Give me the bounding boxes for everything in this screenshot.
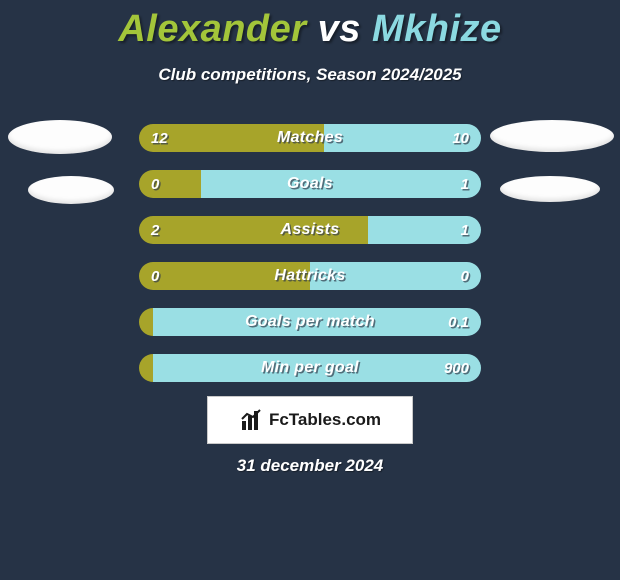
comparison-title: Alexander vs Mkhize [0, 0, 620, 51]
placeholder-oval [490, 120, 614, 152]
stat-value-right: 0.1 [448, 308, 469, 336]
stat-value-right: 10 [452, 124, 469, 152]
chart-icon [239, 407, 265, 433]
stat-value-right: 1 [461, 170, 469, 198]
stat-row: Matches12 10 [139, 124, 481, 152]
stat-label: Assists [139, 216, 481, 244]
player2-name: Mkhize [372, 8, 502, 50]
stat-value-left: 12 [151, 124, 168, 152]
stat-value-right: 0 [461, 262, 469, 290]
stat-value-right: 900 [444, 354, 469, 382]
stat-label: Min per goal [139, 354, 481, 382]
stat-label: Goals per match [139, 308, 481, 336]
badge-text: FcTables.com [269, 410, 381, 430]
stat-row: Hattricks0 0 [139, 262, 481, 290]
stat-row: Assists2 1 [139, 216, 481, 244]
vs-text: vs [318, 8, 361, 50]
stats-chart: Matches1210Goals01Assists21Hattricks00Go… [139, 124, 481, 400]
stat-row: Goals0 1 [139, 170, 481, 198]
player1-name: Alexander [118, 8, 306, 50]
stat-row: Min per goal900 [139, 354, 481, 382]
stat-value-left: 0 [151, 262, 159, 290]
placeholder-oval [28, 176, 114, 204]
stat-value-right: 1 [461, 216, 469, 244]
stat-row: Goals per match0.1 [139, 308, 481, 336]
stat-value-left: 0 [151, 170, 159, 198]
subtitle: Club competitions, Season 2024/2025 [0, 65, 620, 85]
date-text: 31 december 2024 [0, 456, 620, 476]
stat-label: Goals [139, 170, 481, 198]
fctables-badge[interactable]: FcTables.com [207, 396, 413, 444]
stat-label: Matches [139, 124, 481, 152]
stat-label: Hattricks [139, 262, 481, 290]
placeholder-oval [8, 120, 112, 154]
stat-value-left: 2 [151, 216, 159, 244]
placeholder-oval [500, 176, 600, 202]
